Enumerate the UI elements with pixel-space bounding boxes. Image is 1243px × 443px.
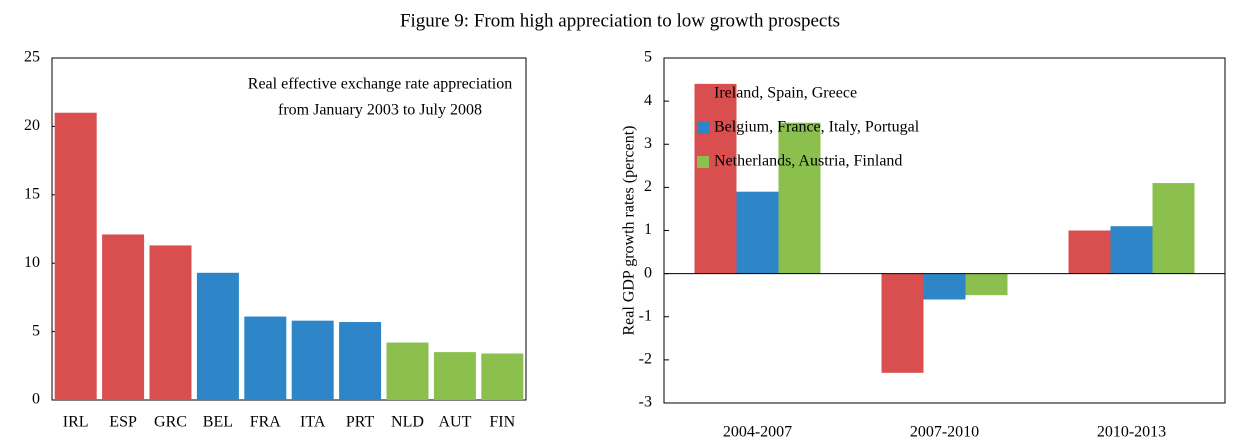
annotation: Real effective exchange rate appreciatio… [248,76,512,93]
legend-label: Netherlands, Austria, Finland [714,153,902,170]
bar [736,191,779,274]
x-tick-label: PRT [346,414,375,431]
y-tick-label: 0 [32,391,40,408]
bar [54,112,97,400]
bar [102,234,145,400]
x-tick-label: 2010-2013 [1097,424,1166,441]
legend-swatch [697,122,709,134]
bar [339,322,382,400]
bar [433,352,476,400]
bar [778,122,821,274]
x-tick-label: AUT [438,414,471,431]
annotation: from January 2003 to July 2008 [278,102,482,119]
legend-label: Belgium, France, Italy, Portugal [714,119,920,136]
bar [291,320,334,400]
bar [1152,183,1195,274]
bar [1110,226,1153,274]
bar [386,342,429,400]
bar [881,273,924,373]
x-tick-label: 2007-2010 [910,424,979,441]
y-axis-label: Real GDP growth rates (percent) [621,126,638,336]
plot-frame [51,57,527,401]
y-tick-label: -1 [639,307,652,324]
y-tick-label: 5 [644,49,652,66]
x-tick-label: IRL [63,414,89,431]
y-tick-label: -3 [639,394,652,411]
y-tick-label: 2 [644,178,652,195]
x-tick-label: BEL [203,414,233,431]
y-tick-label: 25 [24,49,40,66]
bar [481,353,524,400]
x-tick-label: 2004-2007 [723,424,792,441]
bar [1068,230,1111,274]
y-tick-label: 0 [644,264,652,281]
bar [694,83,737,274]
y-tick-label: 10 [24,254,40,271]
legend-label: Ireland, Spain, Greece [714,85,857,102]
y-tick-label: 1 [644,221,652,238]
x-tick-label: ESP [109,414,137,431]
legend-swatch [697,88,709,100]
figure-title: Figure 9: From high appreciation to low … [400,10,840,31]
bar [196,272,239,400]
bar [149,245,192,400]
bar [923,273,966,300]
bar [244,316,287,400]
bar [965,273,1008,296]
x-tick-label: FRA [250,414,282,431]
y-tick-label: -2 [639,351,652,368]
x-tick-label: NLD [391,414,424,431]
legend-swatch [697,156,709,168]
y-tick-label: 5 [32,322,40,339]
x-tick-label: GRC [154,414,187,431]
x-tick-label: FIN [489,414,515,431]
y-tick-label: 3 [644,135,652,152]
y-tick-label: 4 [644,92,652,109]
y-tick-label: 15 [24,185,40,202]
x-tick-label: ITA [300,414,326,431]
y-tick-label: 20 [24,117,40,134]
